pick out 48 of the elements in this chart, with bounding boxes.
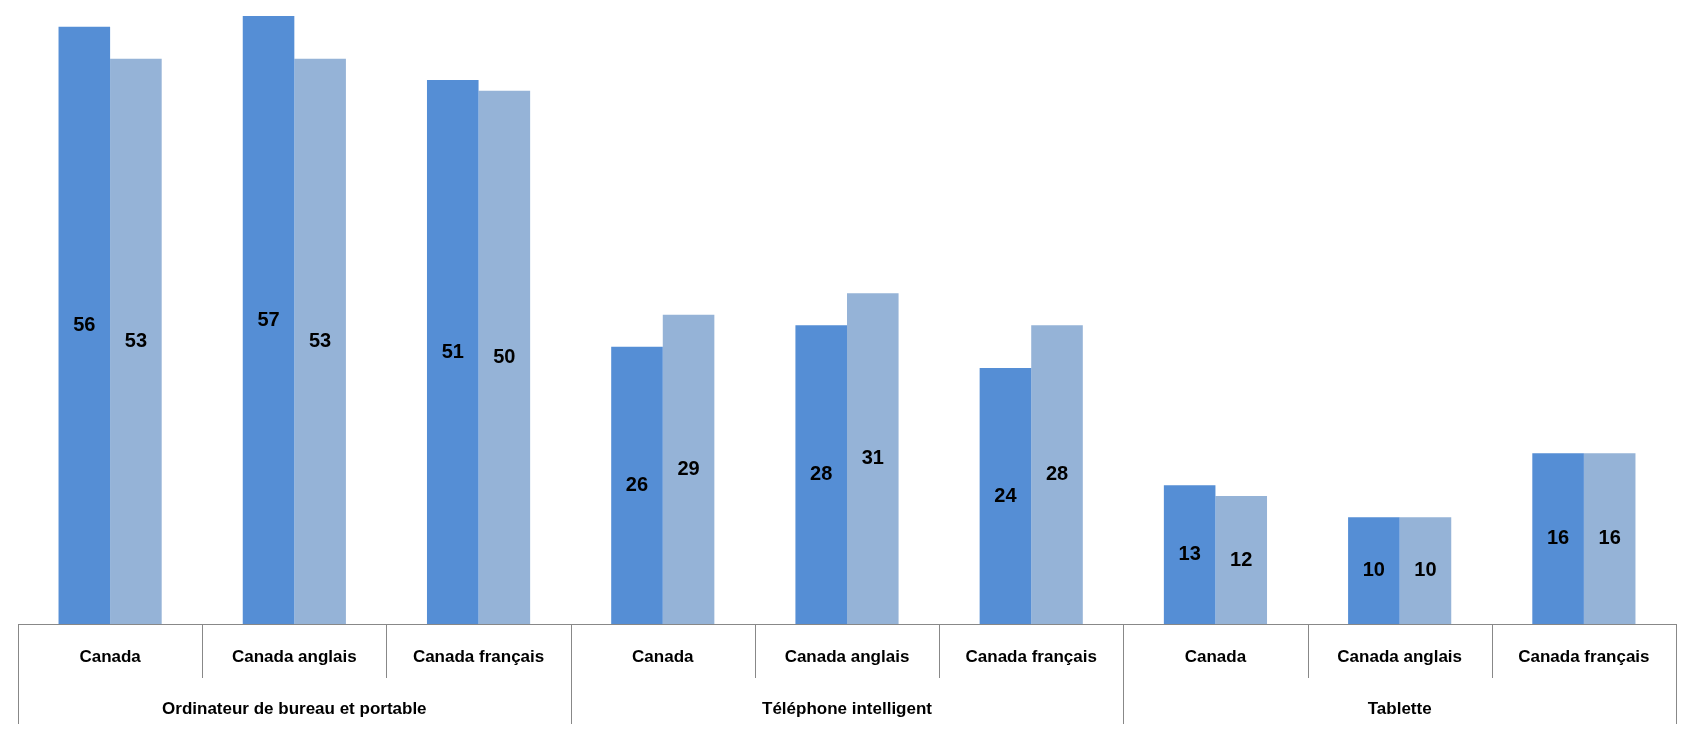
x-tick-label: Canada français [1518,646,1650,666]
data-label: 26 [625,472,649,495]
bar [1215,496,1268,624]
data-label: 28 [1045,462,1069,485]
data-label: 10 [1362,558,1385,581]
data-label: 53 [124,328,148,351]
data-label: 56 [73,312,96,335]
x-tick-label: Canada [1184,646,1247,666]
data-label: 10 [1414,558,1437,581]
x-tick-label: Canada anglais [784,646,910,666]
bar [478,90,531,624]
data-label: 57 [257,307,280,330]
x-tick-label: Canada [632,646,695,666]
data-label: 28 [810,462,833,485]
x-tick-label: Canada anglais [1337,646,1463,666]
bar [979,368,1032,624]
text: Téléphone intelligent [761,698,933,718]
bar [1348,517,1400,624]
bar [1399,517,1452,624]
bar [110,58,162,624]
text: Ordinateur de bureau et portable [162,698,427,718]
bar [426,80,479,624]
data-label: 29 [677,456,700,479]
bar [847,293,899,624]
bar [242,16,295,624]
data-label: 24 [994,483,1018,506]
text: Tablette [1367,698,1432,718]
x-tick-label: Canada anglais [231,646,357,666]
bar [611,346,663,624]
data-label: 31 [861,446,884,469]
bar [1532,453,1584,624]
data-label: 12 [1230,547,1253,570]
bar [1583,453,1636,624]
data-label: 51 [441,339,464,362]
bar [1163,485,1216,624]
bar [1031,325,1083,624]
bar [795,325,847,624]
x-tick-label: Canada [79,646,142,666]
x-tick-label: Canada français [965,646,1097,666]
data-label: 16 [1546,526,1570,549]
bar [294,58,346,624]
x-tick-label: Canada français [412,646,545,666]
bar [58,26,111,624]
bar [662,314,715,624]
data-label: 50 [493,344,516,367]
data-label: 16 [1598,526,1621,549]
data-label: 13 [1178,542,1201,565]
data-label: 53 [309,328,332,351]
